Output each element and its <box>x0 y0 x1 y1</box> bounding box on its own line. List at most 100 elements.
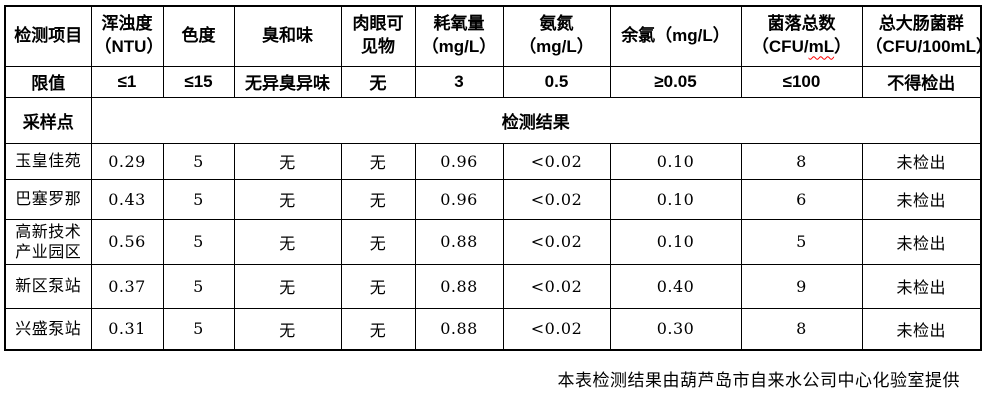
value-cell: 未检出 <box>861 263 982 309</box>
limit-value: ≤1 <box>90 65 164 98</box>
limit-value: 0.5 <box>502 65 611 98</box>
limit-value: ≤15 <box>162 65 235 98</box>
value-cell: 0.88 <box>414 307 504 351</box>
value-cell: <0.02 <box>502 178 611 220</box>
water-quality-table: 检测项目 浑浊度 （NTU） 色度 臭和味 肉眼可见物 耗氧量 （mg/L） 氨氮 （… <box>4 5 982 351</box>
value-cell: 5 <box>740 218 863 265</box>
value-cell: 无 <box>233 178 342 220</box>
value-cell: 无 <box>340 142 416 180</box>
col-header-residual-chlorine: 余氯（mg/L） <box>609 5 742 67</box>
table-row: 高新技术产业园区 0.56 5 无 无 0.88 <0.02 0.10 5 未检… <box>4 218 982 265</box>
limit-value: ≥0.05 <box>609 65 742 98</box>
col-header-label: 菌落总数 <box>767 14 836 34</box>
value-cell: 无 <box>340 178 416 220</box>
value-cell: 无 <box>233 218 342 265</box>
col-header-visible-matter: 肉眼可 见物 <box>340 5 416 67</box>
col-header-unit: （mg/L） <box>421 37 497 57</box>
col-header-test-item: 检测项目 <box>4 5 92 67</box>
value-cell: 9 <box>740 263 863 309</box>
col-header-total-coliform: 总大肠菌群 （CFU/100mL） <box>861 5 982 67</box>
value-cell: 8 <box>740 307 863 351</box>
value-cell: 0.37 <box>90 263 164 309</box>
col-header-unit: （CFU/100mL） <box>865 37 981 57</box>
result-section-label: 检测结果 <box>90 96 982 144</box>
site-name-cell: 巴塞罗那 <box>4 178 92 220</box>
site-name-cell: 新区泵站 <box>4 263 92 309</box>
header-row: 检测项目 浑浊度 （NTU） 色度 臭和味 肉眼可见物 耗氧量 （mg/L） 氨氮 （… <box>4 5 982 67</box>
value-cell: 无 <box>233 142 342 180</box>
col-header-unit: （CFU/ <box>751 37 809 57</box>
col-header-label: 色度 <box>181 25 216 45</box>
value-cell: 0.10 <box>609 218 742 265</box>
table-row: 兴盛泵站 0.31 5 无 无 0.88 <0.02 0.30 8 未检出 <box>4 307 982 351</box>
col-header-odor-taste: 臭和味 <box>233 5 342 67</box>
col-header-label: 余氯（mg/L） <box>621 25 730 45</box>
value-cell: <0.02 <box>502 142 611 180</box>
col-header-label: 肉眼可 <box>352 14 404 34</box>
sampling-point-row: 采样点 检测结果 <box>4 96 982 144</box>
value-cell: 0.29 <box>90 142 164 180</box>
row-label-sampling-point: 采样点 <box>4 96 92 144</box>
value-cell: 0.30 <box>609 307 742 351</box>
col-header-turbidity: 浑浊度 （NTU） <box>90 5 164 67</box>
col-header-unit: （NTU） <box>94 37 163 57</box>
value-cell: <0.02 <box>502 263 611 309</box>
col-header-label: 浑浊度 <box>101 14 153 34</box>
value-cell: 5 <box>162 307 235 351</box>
table-row: 新区泵站 0.37 5 无 无 0.88 <0.02 0.40 9 未检出 <box>4 263 982 309</box>
limit-value: 无 <box>340 65 416 98</box>
value-cell: 无 <box>340 307 416 351</box>
value-cell: 未检出 <box>861 142 982 180</box>
col-header-ammonia-nitrogen: 氨氮 （mg/L） <box>502 5 611 67</box>
value-cell: 0.10 <box>609 142 742 180</box>
col-header-colony-count: 菌落总数 （CFU/mL） <box>740 5 863 67</box>
site-name-cell: 兴盛泵站 <box>4 307 92 351</box>
col-header-unit: （mg/L） <box>519 37 594 57</box>
value-cell: 5 <box>162 218 235 265</box>
value-cell: 5 <box>162 142 235 180</box>
value-cell: 0.10 <box>609 178 742 220</box>
col-header-unit: ） <box>834 37 852 57</box>
value-cell: 0.96 <box>414 142 504 180</box>
col-header-label: 氨氮 <box>539 14 574 34</box>
table-row: 玉皇佳苑 0.29 5 无 无 0.96 <0.02 0.10 8 未检出 <box>4 142 982 180</box>
value-cell: <0.02 <box>502 218 611 265</box>
value-cell: 无 <box>340 218 416 265</box>
col-header-label: 见物 <box>361 37 395 57</box>
value-cell: 0.43 <box>90 178 164 220</box>
spellcheck-underline-ml: mL <box>808 37 835 57</box>
value-cell: <0.02 <box>502 307 611 351</box>
table-row: 巴塞罗那 0.43 5 无 无 0.96 <0.02 0.10 6 未检出 <box>4 178 982 220</box>
col-header-color: 色度 <box>162 5 235 67</box>
value-cell: 未检出 <box>861 307 982 351</box>
col-header-oxygen-consumption: 耗氧量 （mg/L） <box>414 5 504 67</box>
value-cell: 0.88 <box>414 218 504 265</box>
site-name-cell: 玉皇佳苑 <box>4 142 92 180</box>
value-cell: 8 <box>740 142 863 180</box>
value-cell: 无 <box>340 263 416 309</box>
value-cell: 5 <box>162 178 235 220</box>
col-header-label: 总大肠菌群 <box>878 14 964 34</box>
limit-value: ≤100 <box>740 65 863 98</box>
value-cell: 未检出 <box>861 218 982 265</box>
footer-note: 本表检测结果由葫芦岛市自来水公司中心化验室提供 <box>557 371 960 391</box>
limit-value: 无异臭异味 <box>233 65 342 98</box>
value-cell: 5 <box>162 263 235 309</box>
limit-row: 限值 ≤1 ≤15 无异臭异味 无 3 0.5 ≥0.05 ≤100 不得检出 <box>4 65 982 98</box>
col-header-label: 耗氧量 <box>433 14 485 34</box>
limit-value: 不得检出 <box>861 65 982 98</box>
row-label-limit: 限值 <box>4 65 92 98</box>
value-cell: 无 <box>233 307 342 351</box>
value-cell: 无 <box>233 263 342 309</box>
col-header-label: 臭和味 <box>262 25 313 45</box>
col-header-label: 检测项目 <box>14 25 83 45</box>
value-cell: 未检出 <box>861 178 982 220</box>
value-cell: 0.56 <box>90 218 164 265</box>
value-cell: 0.31 <box>90 307 164 351</box>
value-cell: 0.88 <box>414 263 504 309</box>
limit-value: 3 <box>414 65 504 98</box>
value-cell: 6 <box>740 178 863 220</box>
value-cell: 0.40 <box>609 263 742 309</box>
site-name-cell: 高新技术产业园区 <box>4 218 92 265</box>
value-cell: 0.96 <box>414 178 504 220</box>
